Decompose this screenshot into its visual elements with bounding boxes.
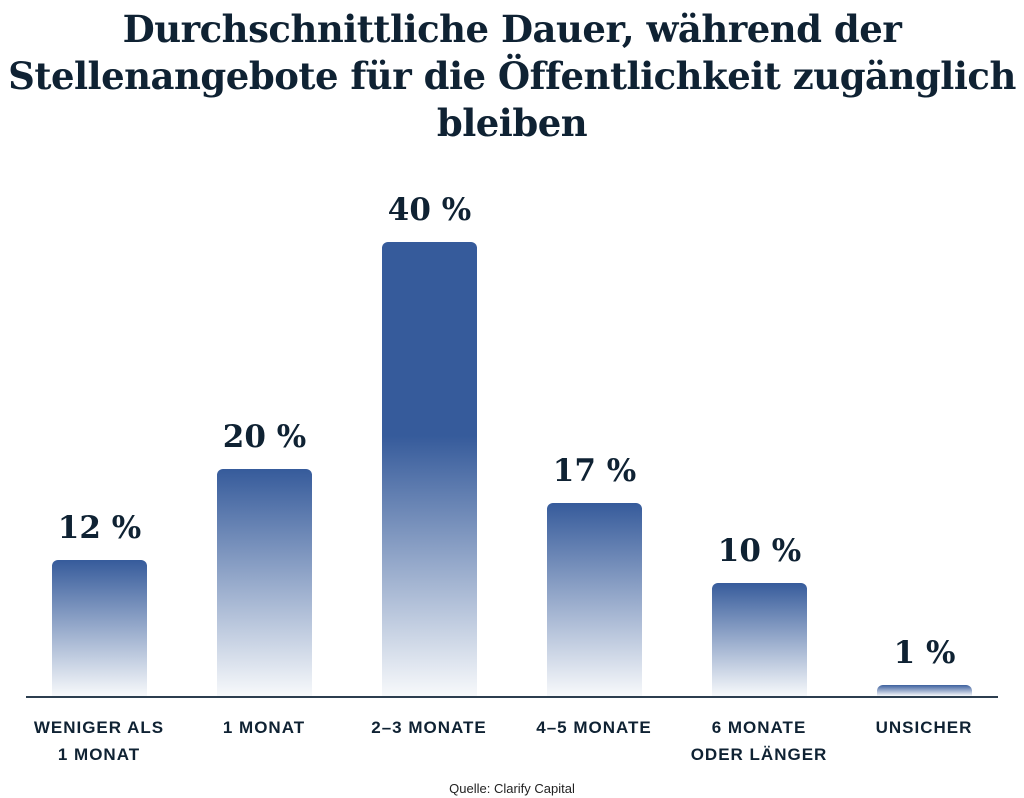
chart-title: Durchschnittliche Dauer, während der Ste… — [8, 7, 1016, 145]
x-tick-label: WENIGER ALS 1 MONAT — [33, 718, 165, 764]
bar — [877, 684, 972, 696]
x-tick-label: 4–5 MONATE — [536, 718, 652, 737]
data-label: 10 % — [717, 532, 802, 569]
source-note: Quelle: Clarify Capital — [449, 781, 575, 796]
bar — [52, 559, 147, 696]
data-label: 17 % — [552, 453, 637, 490]
bar — [712, 582, 807, 696]
x-axis-line — [26, 696, 998, 698]
data-label: 20 % — [222, 419, 307, 455]
x-tick-label: UNSICHER — [875, 718, 973, 737]
x-tick-label: 6 MONATE ODER LÄNGER — [690, 718, 828, 764]
data-label: 12 % — [57, 509, 142, 546]
x-tick-label: 1 MONAT — [222, 718, 306, 737]
bar — [382, 242, 477, 696]
data-label: 1 % — [893, 634, 956, 671]
bar — [547, 503, 642, 696]
data-label: 40 % — [387, 192, 472, 228]
bar — [217, 469, 312, 696]
x-tick-label: 2–3 MONATE — [371, 718, 487, 737]
